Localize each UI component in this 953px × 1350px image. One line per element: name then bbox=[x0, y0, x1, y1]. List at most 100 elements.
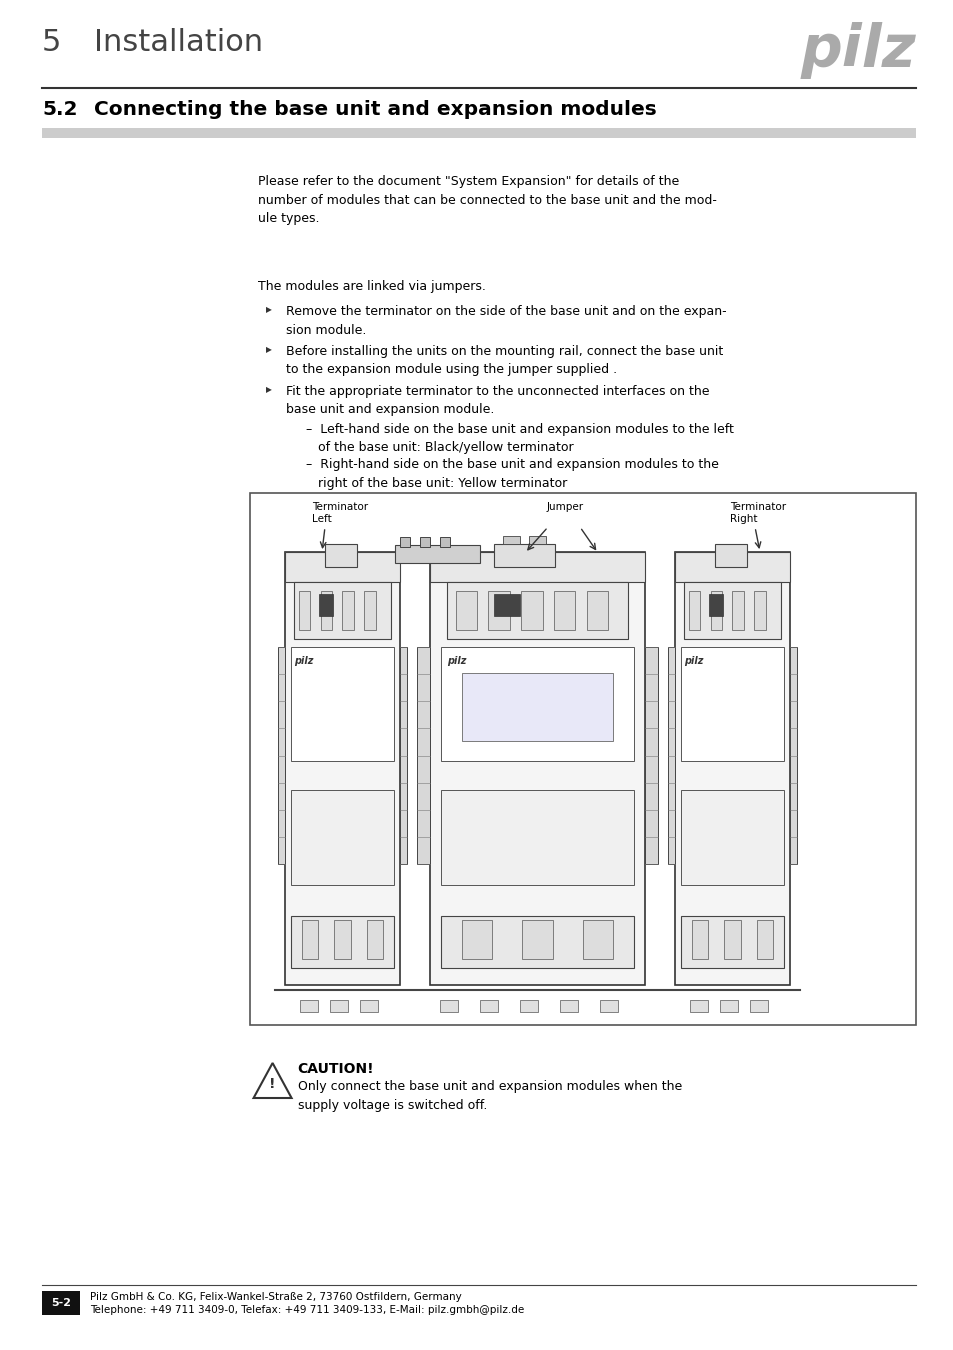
Bar bbox=[680, 915, 783, 968]
Text: ▶: ▶ bbox=[265, 385, 272, 394]
Bar bbox=[462, 921, 492, 958]
Bar bbox=[582, 921, 612, 958]
Bar bbox=[559, 1000, 578, 1012]
Bar bbox=[342, 591, 354, 630]
Bar bbox=[692, 921, 708, 958]
Text: –  Left-hand side on the base unit and expansion modules to the left
   of the b: – Left-hand side on the base unit and ex… bbox=[305, 423, 733, 455]
Bar bbox=[291, 925, 319, 954]
Bar bbox=[479, 1000, 497, 1012]
Text: Connecting the base unit and expansion modules: Connecting the base unit and expansion m… bbox=[94, 100, 656, 119]
Bar bbox=[359, 1000, 377, 1012]
Bar bbox=[298, 591, 310, 630]
Bar bbox=[365, 925, 394, 954]
Bar bbox=[675, 552, 789, 986]
Bar bbox=[720, 1000, 738, 1012]
Bar bbox=[689, 1000, 707, 1012]
Bar bbox=[335, 921, 350, 958]
Bar bbox=[586, 591, 607, 630]
Bar bbox=[416, 647, 430, 864]
Text: Before installing the units on the mounting rail, connect the base unit
to the e: Before installing the units on the mount… bbox=[285, 346, 722, 377]
Bar bbox=[419, 537, 430, 547]
Text: 5-2: 5-2 bbox=[51, 1297, 71, 1308]
Bar bbox=[439, 537, 450, 547]
Text: Telephone: +49 711 3409-0, Telefax: +49 711 3409-133, E-Mail: pilz.gmbh@pilz.de: Telephone: +49 711 3409-0, Telefax: +49 … bbox=[90, 1305, 524, 1315]
Bar bbox=[680, 647, 783, 761]
Bar bbox=[285, 552, 399, 582]
Bar bbox=[522, 921, 552, 958]
Text: –  Right-hand side on the base unit and expansion modules to the
   right of the: – Right-hand side on the base unit and e… bbox=[305, 458, 718, 490]
Bar bbox=[430, 552, 644, 986]
Bar bbox=[715, 544, 746, 567]
Bar bbox=[599, 1000, 618, 1012]
Text: pilz: pilz bbox=[294, 656, 314, 666]
Text: Please refer to the document "System Expansion" for details of the
number of mod: Please refer to the document "System Exp… bbox=[257, 176, 716, 225]
Bar bbox=[399, 647, 407, 864]
Bar bbox=[579, 925, 634, 954]
Bar bbox=[302, 921, 318, 958]
Bar bbox=[364, 591, 375, 630]
Bar bbox=[250, 493, 915, 1025]
Bar bbox=[756, 921, 772, 958]
Bar bbox=[754, 591, 765, 630]
Bar bbox=[755, 925, 783, 954]
Bar bbox=[320, 591, 332, 630]
Bar bbox=[291, 790, 394, 886]
Bar bbox=[520, 591, 542, 630]
Bar bbox=[644, 647, 658, 864]
Text: Left: Left bbox=[312, 514, 332, 524]
Bar bbox=[285, 552, 399, 986]
Bar bbox=[366, 921, 382, 958]
Bar bbox=[709, 594, 722, 616]
Text: Terminator: Terminator bbox=[729, 502, 785, 512]
Text: ▶: ▶ bbox=[265, 305, 272, 315]
Bar bbox=[291, 647, 394, 761]
Bar bbox=[528, 536, 545, 544]
Bar bbox=[683, 582, 780, 639]
Text: CAUTION!: CAUTION! bbox=[297, 1062, 374, 1076]
Bar bbox=[299, 1000, 317, 1012]
Text: Installation: Installation bbox=[94, 28, 263, 57]
Bar bbox=[330, 1000, 348, 1012]
Text: Right: Right bbox=[729, 514, 757, 524]
Bar bbox=[502, 536, 519, 544]
Text: 5.2: 5.2 bbox=[42, 100, 77, 119]
Bar bbox=[447, 582, 627, 639]
Text: Jumper: Jumper bbox=[546, 502, 583, 512]
Bar bbox=[675, 552, 789, 582]
Text: Fit the appropriate terminator to the unconnected interfaces on the
base unit an: Fit the appropriate terminator to the un… bbox=[285, 385, 708, 417]
Text: pilz: pilz bbox=[800, 22, 915, 80]
Bar bbox=[440, 647, 634, 761]
Bar bbox=[319, 594, 333, 616]
Bar bbox=[688, 591, 700, 630]
Text: pilz: pilz bbox=[683, 656, 702, 666]
Bar bbox=[440, 925, 494, 954]
Text: The modules are linked via jumpers.: The modules are linked via jumpers. bbox=[257, 279, 485, 293]
Text: !: ! bbox=[269, 1077, 275, 1091]
Bar bbox=[488, 591, 510, 630]
Text: Terminator: Terminator bbox=[312, 502, 368, 512]
Text: Pilz GmbH & Co. KG, Felix-Wankel-Straße 2, 73760 Ostfildern, Germany: Pilz GmbH & Co. KG, Felix-Wankel-Straße … bbox=[90, 1292, 461, 1301]
Bar bbox=[399, 537, 410, 547]
Bar bbox=[430, 552, 644, 582]
Text: pilz: pilz bbox=[447, 656, 466, 666]
Bar bbox=[789, 647, 796, 864]
Bar bbox=[554, 591, 575, 630]
Bar bbox=[439, 1000, 457, 1012]
Bar bbox=[710, 591, 721, 630]
Bar bbox=[519, 1000, 537, 1012]
Bar bbox=[395, 545, 479, 563]
Bar bbox=[456, 591, 476, 630]
Bar bbox=[440, 790, 634, 886]
Bar bbox=[278, 647, 285, 864]
Bar bbox=[680, 925, 709, 954]
Bar bbox=[440, 915, 634, 968]
Bar bbox=[291, 915, 394, 968]
Bar bbox=[494, 544, 554, 567]
Bar bbox=[723, 921, 740, 958]
Bar bbox=[494, 594, 519, 616]
Bar bbox=[732, 591, 743, 630]
Polygon shape bbox=[253, 1062, 292, 1098]
Text: Only connect the base unit and expansion modules when the
supply voltage is swit: Only connect the base unit and expansion… bbox=[297, 1080, 681, 1111]
Bar bbox=[42, 1291, 80, 1315]
Bar bbox=[749, 1000, 767, 1012]
